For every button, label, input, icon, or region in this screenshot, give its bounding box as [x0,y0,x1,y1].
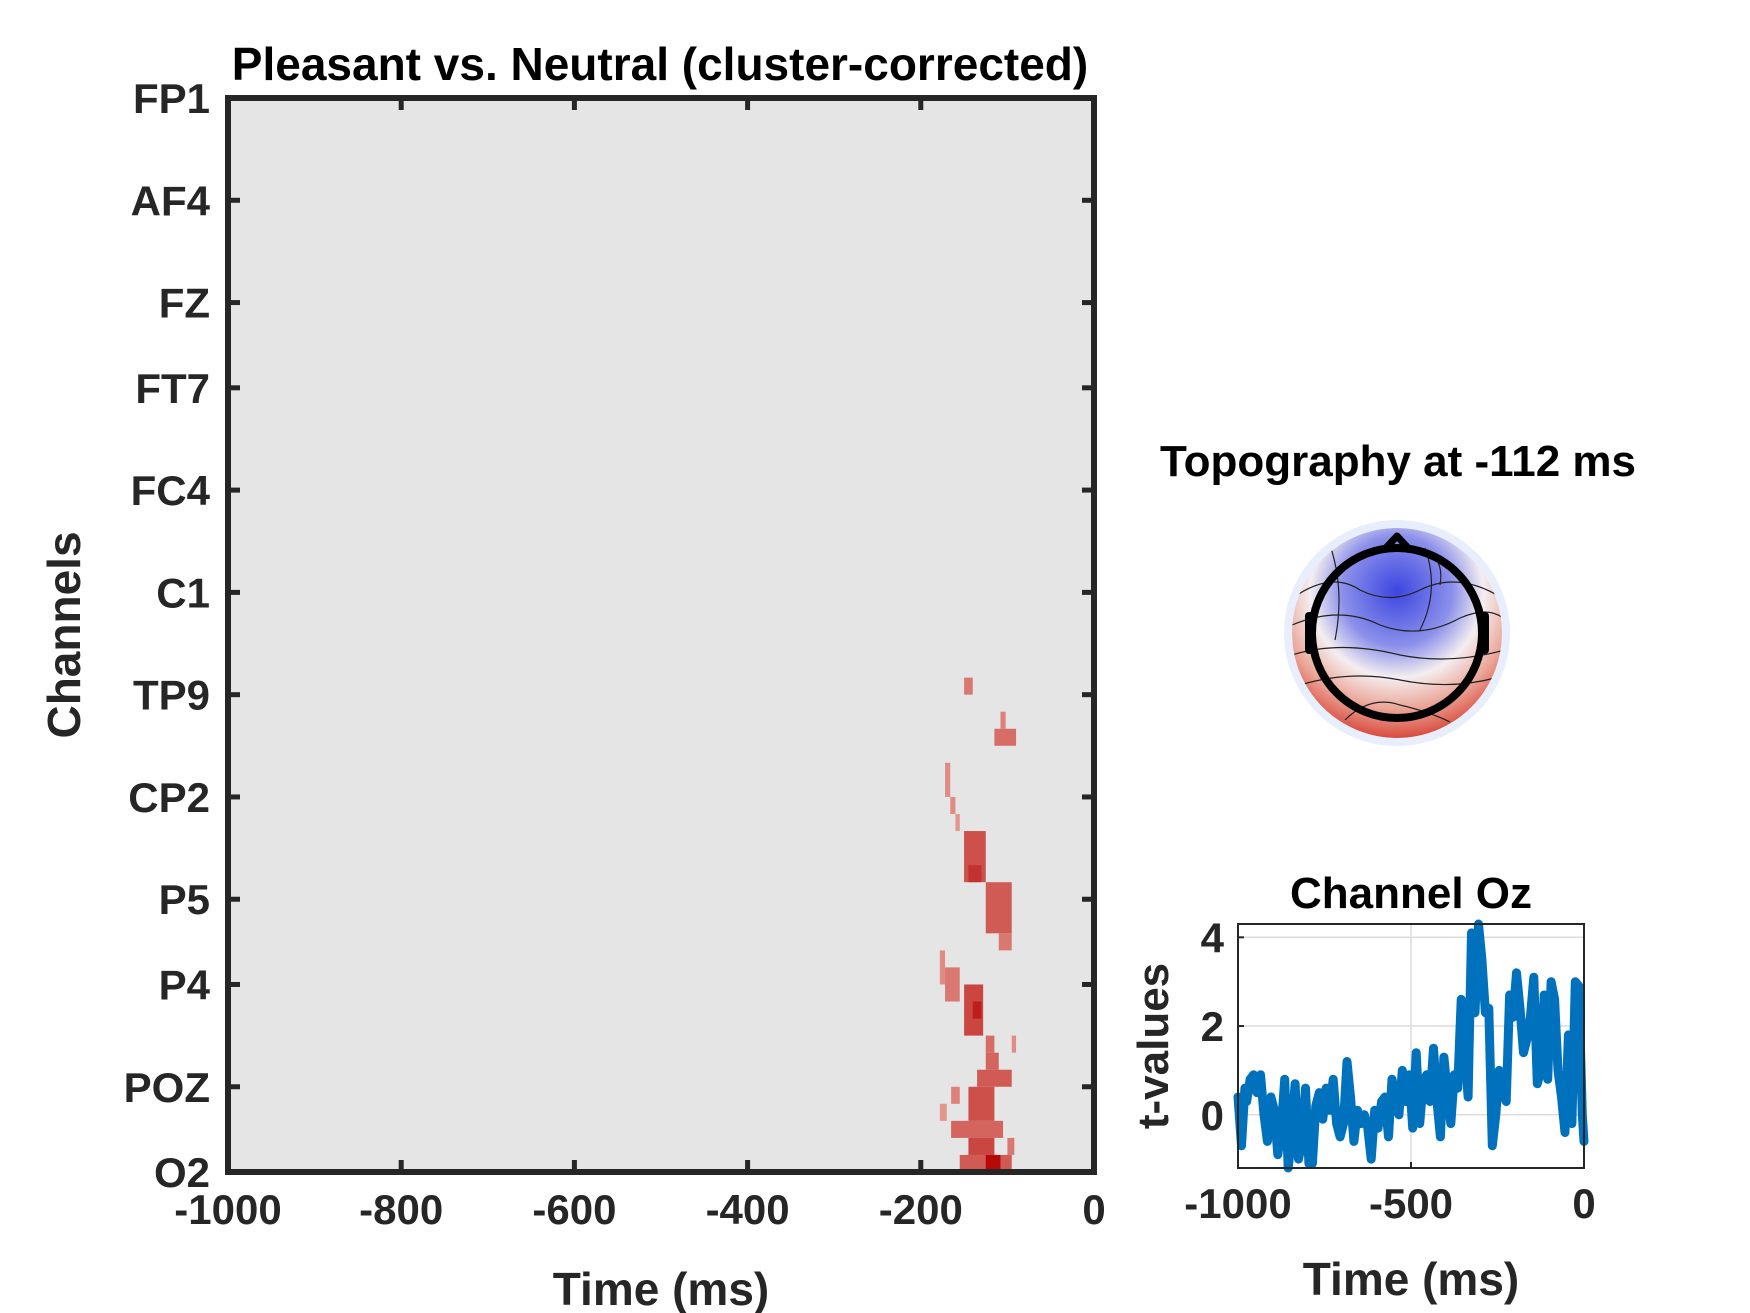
heatmap-cell [985,1052,999,1070]
heatmap-xtick-label: 0 [1082,1186,1105,1233]
heatmap-cell [985,1035,995,1053]
heatmap-y-axis: FP1 AF4 FZ FT7 FC4 C1 TP9 CP2 P5 P4 POZ O2 [124,75,1094,1196]
heatmap-cell [977,1069,1012,1087]
heatmap-ytick-label: P4 [159,961,211,1008]
heatmap-ylabel: Channels [38,531,90,738]
heatmap-xlabel: Time (ms) [553,1263,769,1313]
heatmap-title: Pleasant vs. Neutral (cluster-corrected) [232,38,1088,90]
line-title: Channel Oz [1290,869,1532,918]
left-ear-icon [1305,612,1314,654]
heatmap-cell [945,762,951,797]
heatmap-ytick-label: P5 [159,876,210,923]
heatmap-cell [951,1120,1004,1138]
heatmap-cell [951,1086,960,1104]
line-xtick-label: -500 [1369,1180,1453,1227]
heatmap-cell [939,1103,947,1121]
heatmap-ytick-label: CP2 [128,774,210,821]
heatmap-ytick-label: FC4 [131,467,211,514]
line-frame [1237,923,1585,1169]
heatmap-cell [985,882,1012,934]
topography-contour [1329,544,1340,641]
heatmap-cell [972,1001,982,1019]
heatmap-cell [994,728,1017,746]
line-ylabel: t-values [1129,963,1178,1129]
line-series [1233,919,1589,1173]
heatmap-ytick-label: O2 [154,1149,210,1196]
heatmap-cell [945,967,960,1002]
line-ytick-label: 2 [1201,1003,1224,1050]
right-ear-icon [1480,612,1489,654]
heatmap-ytick-label: FZ [159,280,210,327]
heatmap-xtick-label: -800 [359,1186,443,1233]
heatmap-cell [1011,1035,1017,1053]
heatmap-xtick-label: -200 [879,1186,963,1233]
line-x-axis: -1000 -500 0 [1184,1162,1596,1227]
heatmap-ytick-label: FT7 [135,365,210,412]
heatmap-ytick-label: POZ [124,1064,210,1111]
heatmap-cell [1000,711,1006,729]
heatmap-xtick-label: -1000 [174,1186,281,1233]
nose-icon [1381,532,1413,553]
line-chart: Channel Oz 0 2 4 -1000 -500 0 Time (ms) t-va… [1129,869,1596,1305]
line-series-path [1233,919,1589,1173]
heatmap-cells [939,677,1017,1172]
heatmap-frame [225,95,1097,1175]
line-ytick-label: 0 [1201,1092,1224,1139]
topography-title: Topography at -112 ms [1160,437,1636,486]
heatmap-cell [964,677,973,695]
topography-panel: Topography at -112 ms [1160,437,1636,746]
heatmap-xtick-label: -600 [532,1186,616,1233]
heatmap-cell [985,1154,1001,1172]
heatmap-chart: Pleasant vs. Neutral (cluster-corrected)… [38,38,1106,1313]
line-xlabel: Time (ms) [1303,1253,1519,1305]
heatmap-cell [1007,1137,1015,1155]
line-ytick-label: 4 [1201,914,1225,961]
line-xtick-label: 0 [1572,1180,1595,1227]
heatmap-cell [998,933,1012,951]
heatmap-ytick-label: FP1 [133,75,210,122]
heatmap-cell [955,814,960,832]
topography-contour [1292,646,1502,660]
heatmap-xtick-label: -400 [706,1186,790,1233]
heatmap-cell [968,865,982,883]
heatmap-ytick-label: AF4 [131,177,211,224]
heatmap-cell [950,796,956,814]
line-xtick-label: -1000 [1184,1180,1291,1227]
heatmap-ytick-label: TP9 [133,672,210,719]
heatmap-cell [939,950,946,985]
heatmap-cell [968,1137,995,1155]
heatmap-cell [968,1086,995,1121]
heatmap-ytick-label: C1 [156,569,210,616]
